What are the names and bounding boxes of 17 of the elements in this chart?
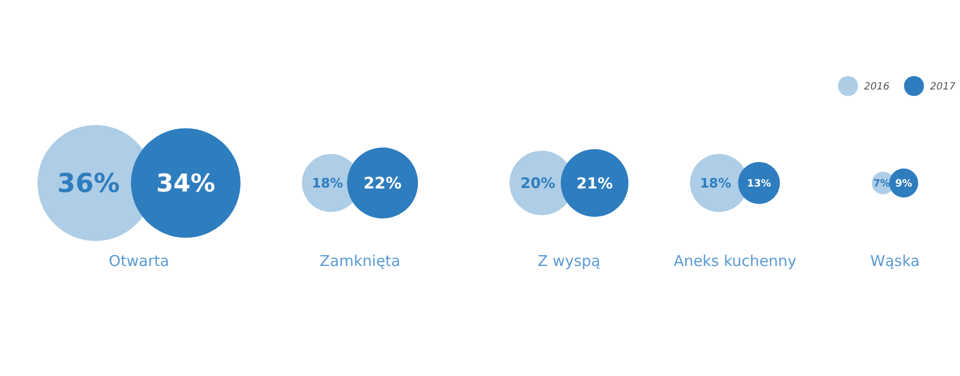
data-label: 34% xyxy=(156,168,216,198)
legend-label: 2016 xyxy=(864,82,890,92)
data-label: 22% xyxy=(363,174,402,193)
data-label: 21% xyxy=(576,174,613,192)
data-label: 18% xyxy=(312,176,344,192)
data-label: 20% xyxy=(520,176,556,192)
data-label: 13% xyxy=(747,178,771,190)
category-label: Z wyspą xyxy=(538,252,600,270)
data-label: 18% xyxy=(700,176,732,192)
data-label: 9% xyxy=(895,178,912,190)
category-label: Aneks kuchenny xyxy=(674,252,797,270)
data-label: 7% xyxy=(873,178,890,190)
category-label: Wąska xyxy=(870,252,920,270)
category-label: Zamknięta xyxy=(320,252,400,270)
data-label: 36% xyxy=(57,169,120,200)
category-label: Otwarta xyxy=(108,252,170,270)
legend-label: 2017 xyxy=(930,82,956,92)
